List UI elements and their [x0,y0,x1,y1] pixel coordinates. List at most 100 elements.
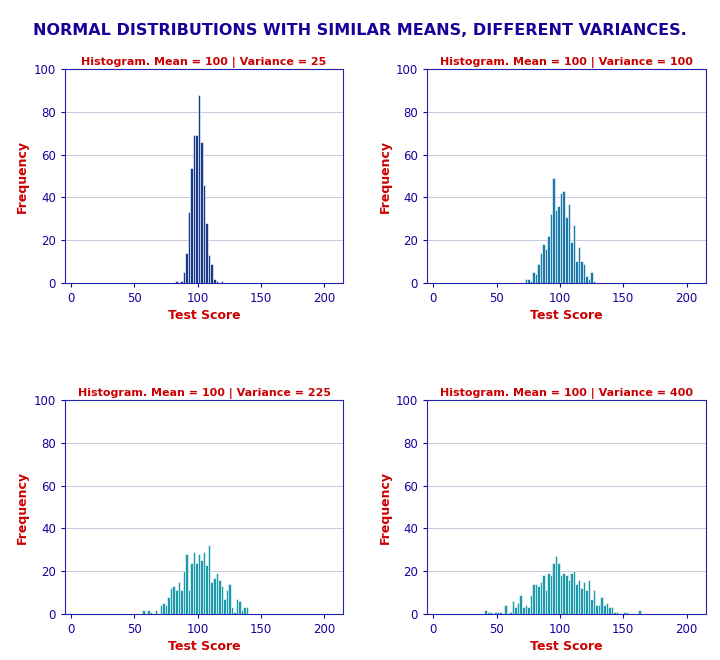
Bar [218,579,220,614]
Bar [567,579,570,614]
Bar [624,612,626,614]
Bar [180,280,183,283]
Bar [580,588,582,614]
Bar [240,610,243,614]
Title: Histogram. Mean = 100 | Variance = 225: Histogram. Mean = 100 | Variance = 225 [78,388,330,399]
Bar [188,213,190,283]
Bar [588,279,590,283]
Bar [519,595,522,614]
Bar [555,556,557,614]
Bar [175,280,178,283]
Bar [590,599,593,614]
Bar [195,135,198,283]
Bar [228,584,230,614]
Bar [489,612,492,614]
Bar [613,612,616,614]
Y-axis label: Frequency: Frequency [379,471,392,544]
Bar [532,272,535,283]
Bar [639,610,641,614]
Bar [494,612,497,614]
Bar [532,584,535,614]
Bar [205,565,208,614]
Bar [580,261,582,283]
Bar [220,586,223,614]
Bar [585,590,588,614]
Bar [545,249,547,283]
Bar [198,95,200,283]
Bar [517,603,519,614]
Bar [499,612,502,614]
Bar [600,597,603,614]
Bar [208,255,210,283]
Bar [509,612,512,614]
Bar [626,612,629,614]
Bar [616,612,618,614]
Bar [524,605,527,614]
Bar [484,610,487,614]
Title: Histogram. Mean = 100 | Variance = 400: Histogram. Mean = 100 | Variance = 400 [440,388,693,399]
Bar [542,576,545,614]
Bar [588,579,590,614]
Bar [178,581,180,614]
Bar [585,277,588,283]
Bar [577,579,580,614]
Bar [524,279,527,283]
Bar [205,223,208,283]
Bar [557,206,560,283]
Bar [514,607,517,614]
Bar [567,204,570,283]
Bar [183,571,185,614]
Bar [555,211,557,283]
Bar [570,242,572,283]
Bar [225,590,228,614]
Bar [185,554,188,614]
Bar [233,612,235,614]
Bar [542,244,545,283]
Bar [552,178,555,283]
Bar [557,562,560,614]
Bar [200,560,203,614]
Bar [565,576,567,614]
Bar [565,216,567,283]
Bar [220,280,223,283]
Bar [595,605,598,614]
Bar [582,581,585,614]
Bar [183,272,185,283]
Bar [606,603,608,614]
X-axis label: Test Score: Test Score [168,640,240,653]
Y-axis label: Frequency: Frequency [17,471,30,544]
Bar [603,605,606,614]
Bar [193,135,195,283]
Bar [540,581,542,614]
Title: Histogram. Mean = 100 | Variance = 25: Histogram. Mean = 100 | Variance = 25 [81,57,327,68]
Bar [167,597,170,614]
Bar [213,578,215,614]
Bar [162,603,165,614]
Bar [175,590,178,614]
Bar [590,272,593,283]
Bar [190,562,193,614]
Bar [540,253,542,283]
Bar [560,576,562,614]
Bar [165,605,167,614]
Bar [545,590,547,614]
Bar [522,607,524,614]
Bar [537,586,540,614]
Bar [235,599,238,614]
Bar [552,562,555,614]
Bar [535,584,537,614]
Bar [185,253,188,283]
Bar [497,612,499,614]
Bar [215,574,218,614]
Bar [170,588,173,614]
Bar [180,590,183,614]
Bar [223,599,225,614]
Bar [560,193,562,283]
Bar [213,279,215,283]
Bar [504,605,507,614]
Bar [203,185,205,283]
Bar [195,562,198,614]
X-axis label: Test Score: Test Score [530,309,603,322]
Bar [575,261,577,283]
Bar [562,574,565,614]
